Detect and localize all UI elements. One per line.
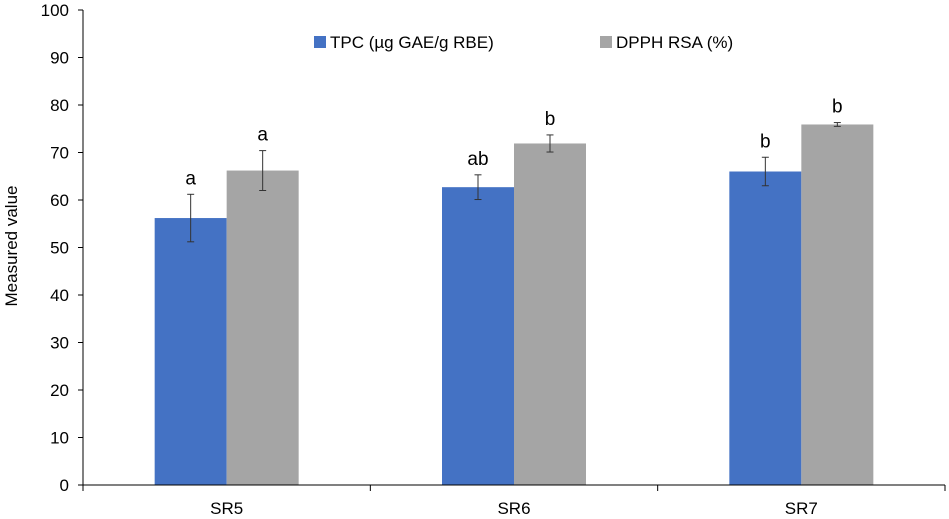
y-tick-label: 10 xyxy=(50,429,69,448)
bar-sr5-series-2 xyxy=(226,170,299,486)
y-axis-title: Measured value xyxy=(2,186,21,307)
legend-label: DPPH RSA (%) xyxy=(616,33,733,52)
y-axis-ticks: 0 10 20 30 40 50 60 70 80 90 100 xyxy=(41,1,946,495)
significance-letter: b xyxy=(832,97,843,118)
significance-letter: a xyxy=(257,125,268,146)
error-bar xyxy=(259,150,267,191)
bar-sr7-series-2 xyxy=(801,124,874,485)
y-tick-label: 100 xyxy=(41,1,69,20)
y-tick-label: 70 xyxy=(50,144,69,163)
x-category-label: SR5 xyxy=(210,499,243,518)
bar-sr5-series-1 xyxy=(154,218,227,486)
x-category-label: SR6 xyxy=(497,499,530,518)
y-tick-label: 50 xyxy=(50,239,69,258)
bar-sr6-series-2 xyxy=(514,143,586,485)
error-bar xyxy=(833,122,841,127)
y-tick-label: 60 xyxy=(50,191,69,210)
bar-sr6-series-1 xyxy=(442,187,514,486)
bars xyxy=(154,124,874,486)
legend-swatch xyxy=(314,36,326,48)
legend-swatch xyxy=(600,36,612,48)
y-tick-label: 90 xyxy=(50,49,69,68)
legend-label: TPC (µg GAE/g RBE) xyxy=(330,33,494,52)
error-bar xyxy=(761,156,769,187)
y-tick-label: 80 xyxy=(50,96,69,115)
significance-letter: b xyxy=(545,109,556,130)
y-tick-label: 0 xyxy=(60,476,69,495)
significance-letter: a xyxy=(185,168,196,189)
error-bar xyxy=(546,134,554,153)
significance-letter: b xyxy=(760,131,771,152)
significance-letters: a a ab b b b xyxy=(185,97,842,190)
error-bars xyxy=(187,122,841,243)
legend: TPC (µg GAE/g RBE) DPPH RSA (%) xyxy=(314,33,733,52)
significance-letter: ab xyxy=(467,149,488,170)
x-axis-labels: SR5 SR6 SR7 xyxy=(210,499,818,518)
y-tick-label: 30 xyxy=(50,334,69,353)
bar-sr7-series-1 xyxy=(729,171,802,485)
error-bar xyxy=(474,174,482,201)
y-tick-label: 20 xyxy=(50,381,69,400)
error-bar xyxy=(187,193,195,243)
x-category-label: SR7 xyxy=(785,499,818,518)
y-tick-label: 40 xyxy=(50,286,69,305)
